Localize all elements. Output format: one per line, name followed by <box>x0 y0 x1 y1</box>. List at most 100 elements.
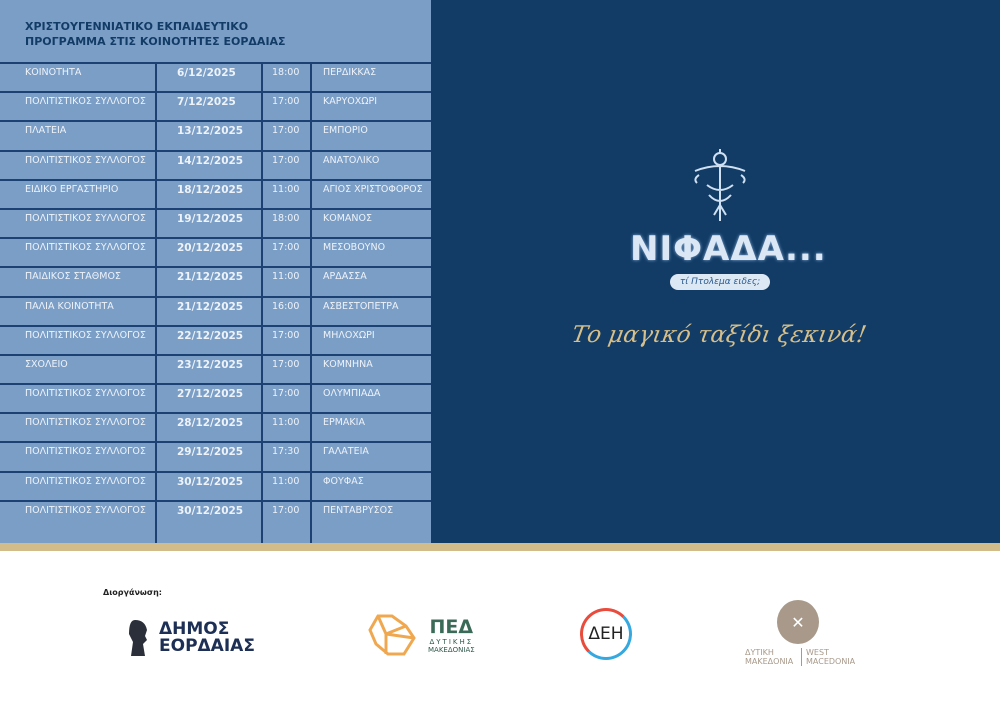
dimos-eordaias-logo: ΔΗΜΟΣ ΕΟΡΔΑΙΑΣ <box>127 618 255 658</box>
cell-time: 11:00 <box>261 178 311 209</box>
ped-logo: ΠΕΔ ΔΥΤΙΚΗΣ ΜΑΚΕΔΟΝΙΑΣ <box>368 612 475 658</box>
logo-text: ΠΕΔ <box>429 616 474 638</box>
cell-time: 17:00 <box>261 91 311 122</box>
cell-date: 6/12/2025 <box>155 61 262 93</box>
cell-date: 22/12/2025 <box>155 324 262 355</box>
schedule-panel: ΧΡΙΣΤΟΥΓΕΝΝΙΑΤΙΚΟ ΕΚΠΑΙΔΕΥΤΙΚΟ ΠΡΟΓΡΑΜΜΑ… <box>0 0 431 545</box>
head-bust-icon <box>129 620 147 656</box>
cell-date: 21/12/2025 <box>155 295 262 326</box>
schedule-title: ΧΡΙΣΤΟΥΓΕΝΝΙΑΤΙΚΟ ΕΚΠΑΙΔΕΥΤΙΚΟ ΠΡΟΓΡΑΜΜΑ… <box>25 19 286 49</box>
table-row: ΠΟΛΙΤΙΣΤΙΚΟΣ ΣΥΛΛΟΓΟΣ 30/12/2025 11:00 ΦΟΥΦ… <box>0 470 431 501</box>
table-row: ΠΟΛΙΤΙΣΤΙΚΟΣ ΣΥΛΛΟΓΟΣ 30/12/2025 17:00 ΠΕΝΤ… <box>0 499 431 545</box>
logo-text: ΔΕΗ <box>580 608 632 660</box>
table-row: ΠΟΛΙΤΙΣΤΙΚΟΣ ΣΥΛΛΟΓΟΣ 14/12/2025 17:00 ΑΝΑΤ… <box>0 149 431 180</box>
cell-venue: ΠΟΛΙΤΙΣΤΙΚΟΣ ΣΥΛΛΟΓΟΣ <box>0 412 156 443</box>
cell-village: ΑΝΑΤΟΛΙΚΟ <box>310 149 431 180</box>
cell-venue: ΠΑΛΙΑ ΚΟΙΝΟΤΗΤΑ <box>0 295 156 326</box>
cell-village: ΠΕΡΔΙΚΚΑΣ <box>310 61 431 93</box>
cell-venue: ΕΙΔΙΚΟ ΕΡΓΑΣΤΗΡΙΟ <box>0 178 156 209</box>
cell-village: ΚΟΜΑΝΟΣ <box>310 207 431 239</box>
cell-time: 17:00 <box>261 120 311 151</box>
organizer-label: Διοργάνωση: <box>103 588 163 597</box>
logo-text: ΔΥΤΙΚΗ ΜΑΚΕΔΟΝΙΑ <box>745 648 794 666</box>
logo-text: WEST MACEDONIA <box>801 648 855 666</box>
cell-time: 17:00 <box>261 149 311 180</box>
cell-venue: ΠΟΛΙΤΙΣΤΙΚΟΣ ΣΥΛΛΟΓΟΣ <box>0 499 156 545</box>
cell-date: 21/12/2025 <box>155 266 262 297</box>
table-row: ΚΟΙΝΟΤΗΤΑ 6/12/2025 18:00 ΠΕΡΔΙΚΚΑΣ <box>0 61 431 93</box>
cell-village: ΜΗΛΟΧΩΡΙ <box>310 324 431 355</box>
cell-date: 18/12/2025 <box>155 178 262 209</box>
cell-village: ΜΕΣΟΒΟΥΝΟ <box>310 237 431 268</box>
table-row: ΠΟΛΙΤΙΣΤΙΚΟΣ ΣΥΛΛΟΓΟΣ 27/12/2025 17:00 ΟΛΥΜ… <box>0 383 431 414</box>
cell-village: ΠΕΝΤΑΒΡΥΣΟΣ <box>310 499 431 545</box>
cell-venue: ΠΟΛΙΤΙΣΤΙΚΟΣ ΣΥΛΛΟΓΟΣ <box>0 441 156 472</box>
cell-time: 17:30 <box>261 441 311 472</box>
cell-village: ΟΛΥΜΠΙΑΔΑ <box>310 383 431 414</box>
cell-venue: ΠΟΛΙΤΙΣΤΙΚΟΣ ΣΥΛΛΟΓΟΣ <box>0 237 156 268</box>
cell-village: ΕΡΜΑΚΙΑ <box>310 412 431 443</box>
cell-venue: ΠΟΛΙΤΙΣΤΙΚΟΣ ΣΥΛΛΟΓΟΣ <box>0 91 156 122</box>
cell-venue: ΠΟΛΙΤΙΣΤΙΚΟΣ ΣΥΛΛΟΓΟΣ <box>0 207 156 239</box>
cell-village: ΚΑΡΥΟΧΩΡΙ <box>310 91 431 122</box>
cell-date: 14/12/2025 <box>155 149 262 180</box>
snowflake-figure-icon <box>694 149 746 221</box>
cell-date: 19/12/2025 <box>155 207 262 239</box>
table-row: ΕΙΔΙΚΟ ΕΡΓΑΣΤΗΡΙΟ 18/12/2025 11:00 ΑΓΙΟΣ ΧΡ… <box>0 178 431 209</box>
schedule-table: ΚΟΙΝΟΤΗΤΑ 6/12/2025 18:00 ΠΕΡΔΙΚΚΑΣ ΠΟΛΙΤΙΣΤ… <box>0 61 431 545</box>
table-row: ΠΟΛΙΤΙΣΤΙΚΟΣ ΣΥΛΛΟΓΟΣ 20/12/2025 17:00 ΜΕΣΟ… <box>0 237 431 268</box>
cell-time: 11:00 <box>261 412 311 443</box>
cell-venue: ΠΟΛΙΤΙΣΤΙΚΟΣ ΣΥΛΛΟΓΟΣ <box>0 324 156 355</box>
table-row: ΠΟΛΙΤΙΣΤΙΚΟΣ ΣΥΛΛΟΓΟΣ 7/12/2025 17:00 ΚΑΡΥΟ… <box>0 91 431 122</box>
table-row: ΠΟΛΙΤΙΣΤΙΚΟΣ ΣΥΛΛΟΓΟΣ 22/12/2025 17:00 ΜΗΛΟ… <box>0 324 431 355</box>
cell-time: 18:00 <box>261 61 311 93</box>
cell-village: ΑΡΔΑΣΣΑ <box>310 266 431 297</box>
brand-name: ΝΙΦΑΔΑ... <box>630 229 827 269</box>
cell-village: ΚΟΜΝΗΝΑ <box>310 353 431 385</box>
cell-date: 28/12/2025 <box>155 412 262 443</box>
slogan: Το μαγικό ταξίδι ξεκινά! <box>569 322 869 348</box>
cell-venue: ΚΟΙΝΟΤΗΤΑ <box>0 61 156 93</box>
cell-time: 17:00 <box>261 353 311 385</box>
table-row: ΠΑΛΙΑ ΚΟΙΝΟΤΗΤΑ 21/12/2025 16:00 ΑΣΒΕΣΤΟΠΕΤ… <box>0 295 431 326</box>
cell-venue: ΣΧΟΛΕΙΟ <box>0 353 156 385</box>
cell-time: 11:00 <box>261 470 311 501</box>
gold-divider <box>0 543 1000 551</box>
title-line: ΠΡΟΓΡΑΜΜΑ ΣΤΙΣ ΚΟΙΝΟΤΗΤΕΣ ΕΟΡΔΑΙΑΣ <box>25 35 286 48</box>
cell-venue: ΠΟΛΙΤΙΣΤΙΚΟΣ ΣΥΛΛΟΓΟΣ <box>0 383 156 414</box>
table-row: ΠΟΛΙΤΙΣΤΙΚΟΣ ΣΥΛΛΟΓΟΣ 29/12/2025 17:30 ΓΑΛΑ… <box>0 441 431 472</box>
logo-text: ΕΟΡΔΑΙΑΣ <box>159 636 255 656</box>
cell-time: 17:00 <box>261 383 311 414</box>
cell-village: ΑΓΙΟΣ ΧΡΙΣΤΟΦΟΡΟΣ <box>310 178 431 209</box>
cell-date: 7/12/2025 <box>155 91 262 122</box>
cell-village: ΓΑΛΑΤΕΙΑ <box>310 441 431 472</box>
table-row: ΠΟΛΙΤΙΣΤΙΚΟΣ ΣΥΛΛΟΓΟΣ 28/12/2025 11:00 ΕΡΜΑ… <box>0 412 431 443</box>
network-icon <box>368 614 416 656</box>
cell-venue: ΠΟΛΙΤΙΣΤΙΚΟΣ ΣΥΛΛΟΓΟΣ <box>0 149 156 180</box>
cell-village: ΦΟΥΦΑΣ <box>310 470 431 501</box>
cell-time: 18:00 <box>261 207 311 239</box>
title-line: ΧΡΙΣΤΟΥΓΕΝΝΙΑΤΙΚΟ ΕΚΠΑΙΔΕΥΤΙΚΟ <box>25 20 249 33</box>
cell-date: 29/12/2025 <box>155 441 262 472</box>
cell-date: 27/12/2025 <box>155 383 262 414</box>
table-row: ΠΛΑΤΕΙΑ 13/12/2025 17:00 ΕΜΠΟΡΙΟ <box>0 120 431 151</box>
logo-text: ΔΥΤΙΚΗΣ <box>429 638 474 646</box>
cell-date: 13/12/2025 <box>155 120 262 151</box>
cell-village: ΑΣΒΕΣΤΟΠΕΤΡΑ <box>310 295 431 326</box>
table-row: ΠΑΙΔΙΚΟΣ ΣΤΑΘΜΟΣ 21/12/2025 11:00 ΑΡΔΑΣΣΑ <box>0 266 431 297</box>
cell-date: 23/12/2025 <box>155 353 262 385</box>
table-row: ΣΧΟΛΕΙΟ 23/12/2025 17:00 ΚΟΜΝΗΝΑ <box>0 353 431 385</box>
logo-text: ΔΗΜΟΣ <box>159 619 230 639</box>
cell-date: 30/12/2025 <box>155 499 262 545</box>
nifada-logo: ΝΙΦΑΔΑ... τί Πτολεμα ειδες; <box>630 145 827 290</box>
cell-date: 30/12/2025 <box>155 470 262 501</box>
cell-time: 17:00 <box>261 499 311 545</box>
deh-logo: ΔΕΗ <box>580 608 632 660</box>
cell-time: 17:00 <box>261 324 311 355</box>
brand-panel <box>431 0 1000 543</box>
table-row: ΠΟΛΙΤΙΣΤΙΚΟΣ ΣΥΛΛΟΓΟΣ 19/12/2025 18:00 ΚΟΜΑ… <box>0 207 431 239</box>
cell-date: 20/12/2025 <box>155 237 262 268</box>
cell-time: 16:00 <box>261 295 311 326</box>
wm-emblem-icon: ✕ <box>777 600 819 644</box>
cell-time: 17:00 <box>261 237 311 268</box>
